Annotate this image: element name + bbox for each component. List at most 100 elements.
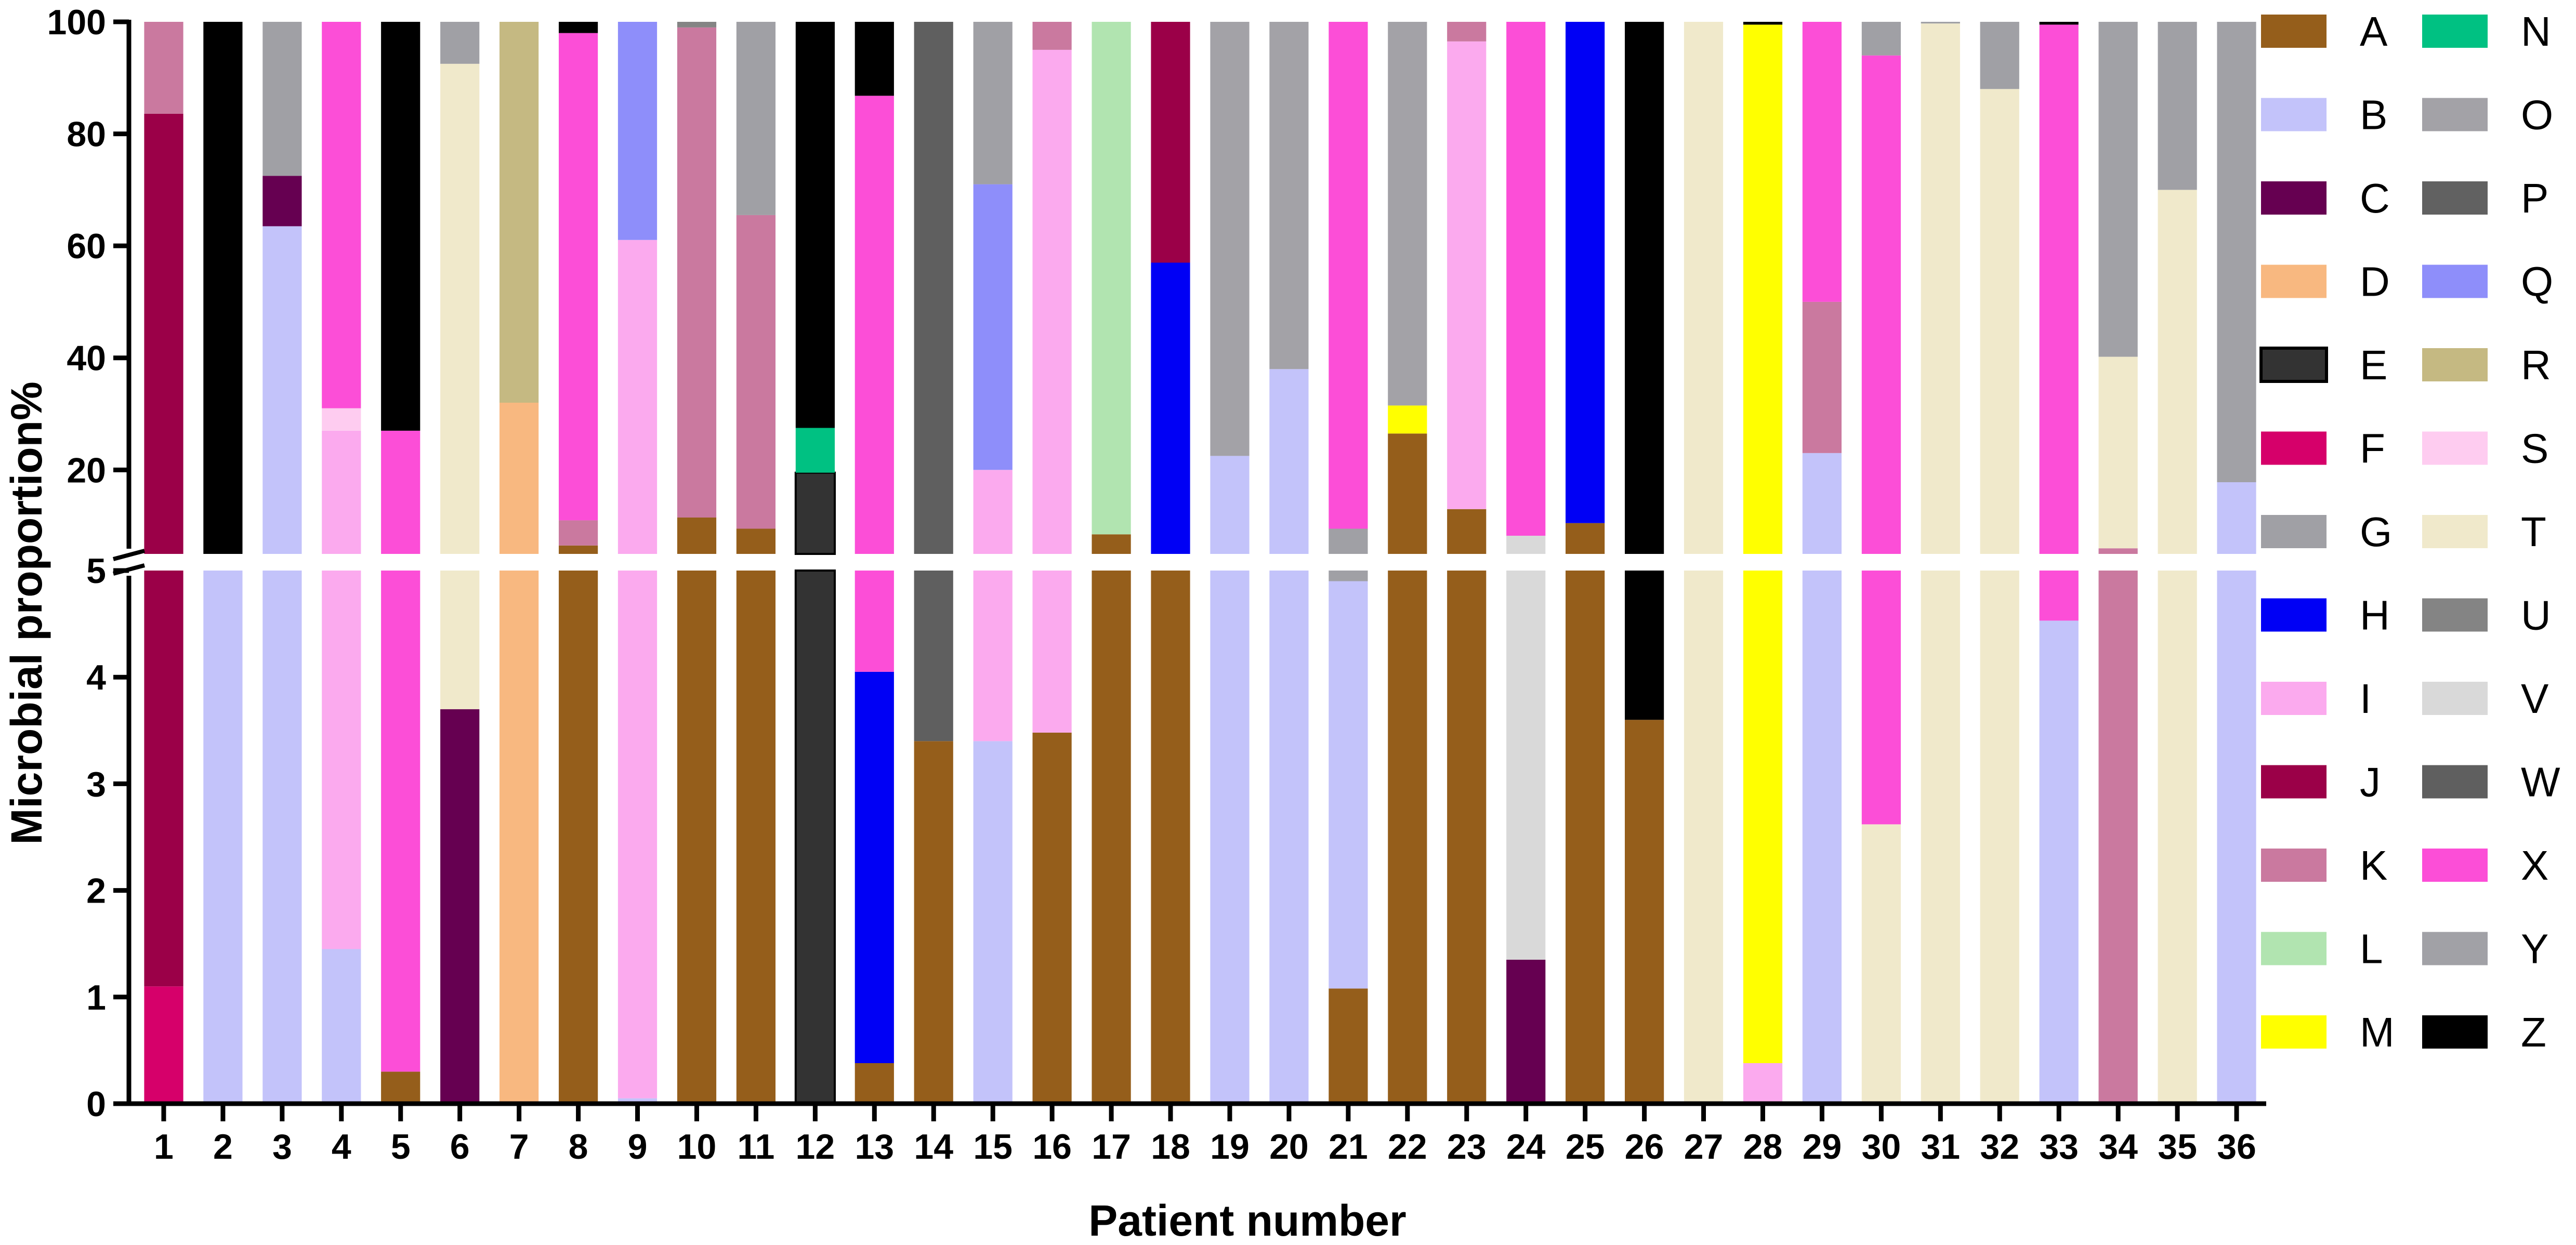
bar-segment-p20-B bbox=[1269, 571, 1309, 1104]
bar-segment-p16-K bbox=[1032, 22, 1072, 50]
bar-segment-p35-T bbox=[2158, 190, 2197, 554]
x-tick-label: 36 bbox=[2217, 1127, 2256, 1167]
bar-segment-p5-X bbox=[381, 430, 420, 554]
x-tick-label: 3 bbox=[272, 1127, 292, 1167]
legend-label-A: A bbox=[2360, 8, 2388, 55]
bar-segment-p7-D bbox=[500, 403, 539, 554]
bar-segment-p24-X bbox=[1506, 22, 1546, 536]
bar-segment-p1-J bbox=[144, 113, 183, 554]
bar-segment-p10-U bbox=[677, 22, 717, 28]
bar-segment-p7-D bbox=[500, 571, 539, 1104]
bar-segment-p22-A bbox=[1388, 571, 1427, 1104]
bar-segment-p13-X bbox=[855, 96, 894, 554]
bar-segment-p27-T bbox=[1684, 22, 1724, 554]
y-tick-label: 2 bbox=[86, 871, 106, 911]
bar-segment-p30-T bbox=[1861, 824, 1901, 1104]
bar-segment-p32-T bbox=[1980, 89, 2019, 554]
x-tick-label: 21 bbox=[1329, 1127, 1368, 1167]
bar-segment-p23-A bbox=[1447, 571, 1487, 1104]
bar-segment-p34-Y bbox=[2098, 22, 2138, 357]
bar-segment-p4-I bbox=[322, 430, 361, 554]
bar-segment-p33-B bbox=[2039, 620, 2079, 1104]
bar-segment-p6-T bbox=[440, 63, 480, 554]
bar-segment-p2-Z bbox=[203, 22, 243, 554]
legend-label-K: K bbox=[2360, 842, 2387, 889]
legend-swatch-G bbox=[2261, 515, 2327, 548]
bar-segment-p3-G bbox=[262, 22, 302, 176]
y-tick-label: 4 bbox=[86, 658, 106, 697]
bar-segment-p29-B bbox=[1802, 571, 1842, 1104]
bar-segment-p15-I bbox=[973, 571, 1013, 741]
bar-segment-p26-Z bbox=[1625, 22, 1664, 554]
plot-area-upper bbox=[144, 22, 2256, 555]
bar-segment-p21-X bbox=[1329, 22, 1368, 529]
y-tick-label: 5 bbox=[86, 551, 106, 591]
legend-label-W: W bbox=[2521, 759, 2560, 805]
legend-swatch-V bbox=[2422, 682, 2488, 715]
bar-segment-p28-M bbox=[1743, 24, 1783, 554]
x-tick-label: 16 bbox=[1032, 1127, 1072, 1167]
bar-segment-p27-T bbox=[1684, 571, 1724, 1104]
bar-segment-p1-J bbox=[144, 571, 183, 987]
bar-segment-p28-I bbox=[1743, 1063, 1783, 1104]
bar-segment-p15-Q bbox=[973, 184, 1013, 470]
bar-segment-p9-I bbox=[617, 571, 658, 1098]
legend-swatch-R bbox=[2422, 348, 2488, 381]
bar-segment-p26-Z bbox=[1625, 571, 1664, 720]
y-tick-label: 60 bbox=[67, 227, 106, 266]
legend-swatch-S bbox=[2422, 431, 2488, 465]
legend-label-S: S bbox=[2521, 426, 2548, 472]
legend-swatch-Y bbox=[2422, 932, 2488, 965]
y-tick-label: 1 bbox=[86, 978, 106, 1017]
legend-label-N: N bbox=[2521, 8, 2551, 55]
bar-segment-p20-O bbox=[1269, 22, 1309, 369]
bar-segment-p1-F bbox=[144, 986, 183, 1104]
bar-segment-p7-R bbox=[500, 22, 539, 403]
legend-swatch-O bbox=[2422, 98, 2488, 131]
bar-segment-p12-E bbox=[794, 471, 836, 555]
legend-label-H: H bbox=[2360, 592, 2390, 639]
bar-segment-p34-K bbox=[2098, 548, 2138, 554]
legend-swatch-L bbox=[2261, 932, 2327, 965]
x-tick-label: 14 bbox=[914, 1127, 953, 1167]
x-tick-label: 20 bbox=[1269, 1127, 1309, 1167]
x-tick-label: 10 bbox=[677, 1127, 717, 1167]
plot-area-lower bbox=[144, 569, 2256, 1105]
y-tick-label: 3 bbox=[86, 764, 106, 804]
bar-segment-p26-A bbox=[1625, 720, 1664, 1104]
bar-segment-p3-B bbox=[262, 226, 302, 554]
x-tick-label: 29 bbox=[1803, 1127, 1842, 1167]
bar-segment-p1-K bbox=[144, 22, 183, 114]
bar-segment-p30-X bbox=[1861, 571, 1901, 825]
bar-segment-p5-X bbox=[381, 571, 420, 1072]
bar-segment-p22-M bbox=[1388, 405, 1427, 434]
x-tick-label: 15 bbox=[973, 1127, 1013, 1167]
x-tick-label: 13 bbox=[855, 1127, 894, 1167]
bar-segment-p30-X bbox=[1861, 55, 1901, 554]
bar-segment-p21-B bbox=[1329, 581, 1368, 989]
bar-segment-p3-C bbox=[262, 176, 302, 227]
legend-swatch-H bbox=[2261, 598, 2327, 632]
bar-segment-p36-B bbox=[2217, 571, 2256, 1104]
bar-segment-p16-I bbox=[1032, 571, 1072, 733]
bar-segment-p25-A bbox=[1566, 523, 1605, 554]
bar-segment-p8-K bbox=[559, 520, 598, 546]
legend-swatch-I bbox=[2261, 682, 2327, 715]
bar-segment-p35-T bbox=[2158, 571, 2197, 1104]
legend-swatch-N bbox=[2422, 15, 2488, 48]
x-tick-label: 22 bbox=[1388, 1127, 1427, 1167]
x-tick-label: 33 bbox=[2039, 1127, 2079, 1167]
bar-segment-p23-I bbox=[1447, 41, 1487, 509]
legend-swatch-P bbox=[2422, 181, 2488, 215]
legend-swatch-Z bbox=[2422, 1015, 2488, 1049]
legend-label-V: V bbox=[2521, 676, 2549, 722]
x-tick-label: 6 bbox=[450, 1127, 470, 1167]
bar-segment-p11-A bbox=[736, 528, 776, 554]
x-tick-label: 30 bbox=[1862, 1127, 1901, 1167]
bar-segment-p33-X bbox=[2039, 24, 2079, 554]
legend-swatch-X bbox=[2422, 849, 2488, 882]
x-tick-label: 5 bbox=[391, 1127, 411, 1167]
